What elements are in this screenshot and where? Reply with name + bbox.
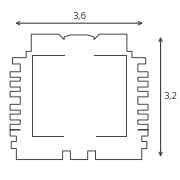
Text: 3,2: 3,2 [163, 92, 177, 101]
Text: 3,6: 3,6 [72, 12, 86, 21]
